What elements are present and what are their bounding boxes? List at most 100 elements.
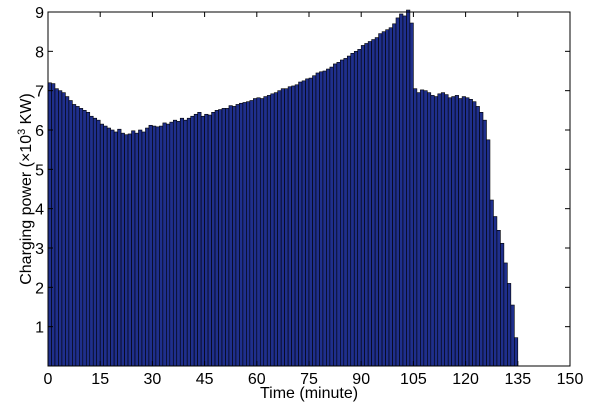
bar (259, 98, 265, 367)
bar (263, 96, 268, 367)
bar (503, 262, 508, 367)
bar (110, 129, 115, 367)
bar (430, 95, 435, 367)
bar (440, 92, 446, 367)
bar (218, 109, 223, 367)
x-axis-title: Time (minute) (260, 385, 358, 402)
bar (106, 127, 111, 367)
y-axis-title-suffix: KW) (18, 93, 35, 129)
bar (89, 115, 94, 367)
bar (72, 104, 77, 367)
bar (319, 71, 324, 367)
bar (458, 98, 463, 367)
bar (155, 126, 160, 367)
bar (68, 100, 73, 367)
bar (232, 106, 237, 367)
bar (468, 99, 473, 367)
bar (193, 113, 198, 367)
bar (322, 70, 327, 367)
bar (280, 88, 285, 367)
bar (392, 23, 397, 367)
bar (378, 33, 383, 367)
bar (305, 78, 310, 367)
bar (127, 133, 132, 367)
bar (291, 85, 296, 367)
bar (385, 29, 390, 367)
bar (162, 122, 167, 367)
y-axis-title-exponent: 3 (16, 129, 28, 135)
bar (301, 80, 306, 367)
x-tick-label: 135 (504, 371, 531, 388)
bar (482, 119, 487, 367)
bar (172, 119, 178, 367)
bar (277, 90, 282, 367)
bar (65, 96, 70, 367)
x-tick-label: 30 (144, 371, 162, 388)
y-axis-title-prefix: Charging power (×10 (18, 135, 35, 285)
bar (496, 230, 501, 367)
bar (207, 114, 212, 367)
bar (413, 88, 418, 367)
bar (333, 63, 338, 367)
y-tick-label: 6 (35, 123, 44, 140)
bar (183, 119, 188, 367)
bar (138, 129, 143, 367)
bar (131, 130, 136, 367)
bar (510, 304, 515, 367)
bar (225, 108, 230, 367)
bar (402, 15, 407, 367)
bar (79, 108, 84, 367)
bar (472, 101, 477, 367)
bar (371, 39, 376, 367)
bar (454, 95, 459, 367)
bar (479, 112, 484, 367)
bar (51, 83, 56, 367)
bar (85, 112, 91, 367)
bar (329, 66, 334, 367)
x-tick-label: 150 (557, 371, 584, 388)
x-tick-label: 0 (44, 371, 53, 388)
bar (246, 101, 251, 367)
bar (336, 62, 341, 367)
bar (239, 102, 244, 367)
bar (61, 92, 66, 367)
x-tick-label: 45 (196, 371, 214, 388)
bar (228, 105, 233, 367)
bar (326, 68, 331, 367)
bar (75, 106, 80, 367)
bar (197, 112, 202, 367)
bar (298, 81, 303, 367)
bar (416, 92, 421, 367)
y-tick-label: 1 (35, 320, 44, 337)
bars-group (47, 9, 519, 367)
x-tick-label: 105 (400, 371, 427, 388)
bar (423, 90, 428, 367)
bar (514, 337, 519, 367)
bar (374, 37, 379, 367)
bar (350, 52, 355, 367)
bar (141, 131, 146, 367)
bar (54, 88, 59, 367)
bar (253, 98, 258, 367)
bar (312, 75, 317, 367)
bar (461, 96, 466, 367)
bar (103, 125, 108, 367)
bar (145, 127, 150, 367)
bar (294, 84, 299, 367)
bar (221, 108, 226, 367)
bar (409, 22, 414, 367)
bar (176, 121, 181, 367)
bar (266, 95, 272, 367)
bar (287, 86, 292, 367)
bar (364, 43, 369, 367)
bar (99, 123, 104, 367)
y-tick-label: 8 (35, 44, 44, 61)
bar (360, 45, 365, 367)
bar (340, 59, 345, 367)
bar (47, 82, 52, 367)
bar (214, 110, 219, 367)
bar (159, 125, 164, 367)
x-tick-label: 60 (248, 371, 266, 388)
